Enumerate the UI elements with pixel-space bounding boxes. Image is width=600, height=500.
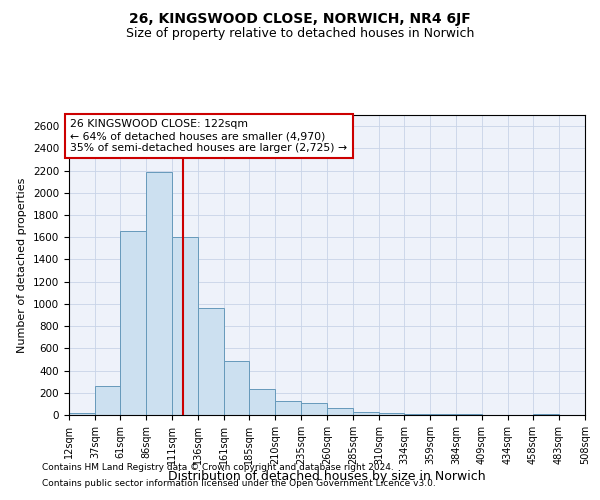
Bar <box>456 414 482 415</box>
Text: Contains public sector information licensed under the Open Government Licence v3: Contains public sector information licen… <box>42 478 436 488</box>
Bar <box>430 414 456 415</box>
Bar <box>249 390 275 415</box>
X-axis label: Distribution of detached houses by size in Norwich: Distribution of detached houses by size … <box>168 470 486 482</box>
Bar <box>120 230 146 415</box>
Bar <box>404 414 430 415</box>
Bar <box>146 172 172 415</box>
Text: Size of property relative to detached houses in Norwich: Size of property relative to detached ho… <box>126 28 474 40</box>
Bar <box>301 404 327 415</box>
Bar <box>172 237 198 415</box>
Bar <box>69 413 95 415</box>
Bar <box>327 408 353 415</box>
Bar <box>585 414 600 415</box>
Y-axis label: Number of detached properties: Number of detached properties <box>17 178 28 352</box>
Bar <box>224 360 249 415</box>
Bar <box>198 308 224 415</box>
Text: 26, KINGSWOOD CLOSE, NORWICH, NR4 6JF: 26, KINGSWOOD CLOSE, NORWICH, NR4 6JF <box>129 12 471 26</box>
Bar <box>95 386 120 415</box>
Text: 26 KINGSWOOD CLOSE: 122sqm
← 64% of detached houses are smaller (4,970)
35% of s: 26 KINGSWOOD CLOSE: 122sqm ← 64% of deta… <box>70 120 347 152</box>
Bar <box>533 414 559 415</box>
Text: Contains HM Land Registry data © Crown copyright and database right 2024.: Contains HM Land Registry data © Crown c… <box>42 464 394 472</box>
Bar <box>353 412 379 415</box>
Bar <box>275 400 301 415</box>
Bar <box>379 413 404 415</box>
